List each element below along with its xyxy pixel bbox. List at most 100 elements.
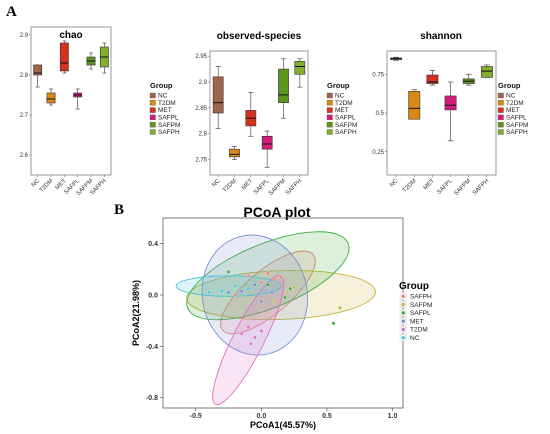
point-t2dm — [259, 329, 264, 333]
legend-swatch-safpl — [326, 114, 333, 121]
x-tick-label: SAFPM — [268, 178, 287, 197]
x-tick-label: SAFPL — [436, 178, 454, 196]
pcoa-legend-dot-nc — [401, 336, 405, 340]
point-t2dm — [239, 331, 244, 336]
legend-swatch-t2dm — [326, 100, 333, 106]
point-safpm — [272, 299, 277, 304]
box-safph — [294, 61, 306, 75]
pcoa-legend-label-safph: SAFPH — [410, 294, 432, 301]
point-nc — [246, 286, 251, 291]
pcoa-x-tick-label: 0.0 — [256, 413, 266, 420]
legend-label-nc: NC — [158, 93, 168, 100]
box-safpm — [278, 68, 289, 103]
pcoa-legend-label-t2dm: T2DM — [410, 327, 428, 334]
y-tick-label: 0.25 — [372, 150, 384, 156]
legend-label-safph: SAFPH — [506, 129, 528, 136]
point-t2dm — [249, 341, 253, 346]
legend-label-safph: SAFPH — [335, 129, 357, 136]
point-met — [226, 290, 231, 295]
pcoa-legend-label-safpm: SAFPM — [410, 302, 432, 309]
legend-swatch-t2dm — [497, 100, 504, 106]
panel-a-label: A — [6, 4, 17, 20]
point-nc — [207, 290, 211, 295]
plot-frame — [386, 50, 497, 176]
x-tick-label: SAFPH — [285, 178, 303, 196]
point-nc — [220, 289, 224, 294]
legend-swatch-safpm — [326, 122, 333, 128]
x-tick-label: NC — [389, 178, 400, 189]
point-met — [270, 290, 274, 295]
legend-label-safpm: SAFPM — [506, 122, 528, 129]
pcoa-x-tick-label: -0.5 — [190, 413, 202, 420]
pcoa-y-tick-label: 0.0 — [148, 293, 158, 300]
point-t2dm — [252, 335, 257, 340]
x-tick-label: NC — [211, 178, 222, 189]
legend-swatch-met — [497, 107, 504, 113]
y-tick-label: 2.8 — [20, 73, 29, 79]
boxplot-title: observed-species — [217, 31, 302, 42]
pcoa-legend-dot-met — [401, 319, 405, 323]
panel-b-label: B — [114, 202, 124, 218]
x-tick-label: T2DM — [222, 178, 238, 194]
legend-label-met: MET — [335, 107, 349, 114]
y-tick-label: 2.95 — [195, 54, 207, 60]
legend-swatch-safpm — [497, 122, 504, 128]
y-tick-label: 2.8 — [199, 132, 208, 138]
box-safpl — [261, 135, 273, 150]
point-safph — [272, 277, 277, 282]
legend-label-t2dm: T2DM — [158, 100, 176, 107]
x-tick-label: MET — [241, 178, 254, 191]
x-tick-label: NC — [31, 178, 42, 189]
point-met — [252, 282, 257, 287]
point-nc — [233, 273, 237, 278]
x-tick-label: SAFPM — [453, 178, 472, 197]
box-nc — [33, 64, 43, 76]
legend-swatch-met — [149, 107, 156, 113]
legend-swatch-safph — [326, 129, 333, 135]
y-tick-label: 2.7 — [20, 113, 29, 119]
legend-swatch-met — [326, 107, 333, 113]
legend-swatch-safpl — [497, 114, 504, 121]
pcoa-x-tick-label: 0.5 — [322, 413, 332, 420]
pcoa-title: PCoA plot — [243, 204, 310, 220]
legend-swatch-safph — [497, 129, 504, 135]
legend-title: Group — [150, 81, 173, 90]
legend-label-t2dm: T2DM — [335, 100, 353, 107]
y-tick-label: 2.6 — [20, 153, 29, 159]
pcoa-y-tick-label: -0.8 — [146, 395, 158, 402]
point-safpm — [338, 306, 342, 310]
point-safph — [246, 273, 251, 278]
legend-label-nc: NC — [506, 93, 516, 100]
box-t2dm — [408, 91, 421, 120]
point-safpm — [285, 290, 290, 295]
pcoa-legend-dot-safpl — [401, 311, 405, 315]
pcoa-legend-label-nc: NC — [410, 335, 420, 342]
box-nc — [212, 76, 224, 114]
legend-swatch-nc — [326, 92, 333, 99]
confidence-ellipse-nc — [175, 275, 282, 297]
box-t2dm — [229, 148, 240, 158]
pcoa-plot-area — [175, 231, 376, 406]
y-tick-label: 2.85 — [195, 106, 207, 112]
legend-label-nc: NC — [335, 93, 345, 100]
box-safpl — [444, 95, 457, 111]
boxplot-title: shannon — [420, 31, 462, 42]
pcoa-x-axis-label: PCoA1(45.57%) — [250, 420, 316, 430]
box-safph — [480, 66, 493, 78]
plot-frame — [30, 26, 112, 176]
point-safph — [266, 271, 270, 276]
x-tick-label: T2DM — [402, 178, 418, 194]
legend-label-met: MET — [506, 107, 520, 114]
point-safpl — [283, 295, 287, 300]
legend-swatch-safpm — [149, 122, 156, 128]
x-tick-label: MET — [423, 178, 436, 191]
legend-swatch-nc — [149, 92, 156, 99]
plot-frame — [209, 50, 309, 176]
